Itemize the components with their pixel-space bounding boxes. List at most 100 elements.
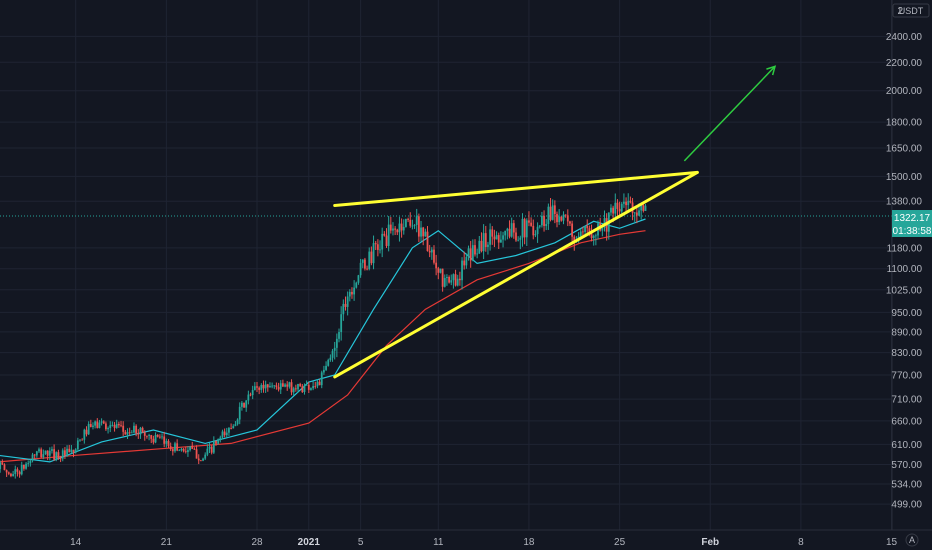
time-axis-ticks[interactable]: 14 21 28 2021 5 11 18 25 Feb 8 15 bbox=[70, 537, 897, 548]
candle-body bbox=[236, 419, 239, 425]
candle-body bbox=[31, 454, 34, 461]
candle-body bbox=[79, 439, 81, 441]
candle-body bbox=[135, 425, 138, 434]
candle-body bbox=[133, 425, 135, 433]
forecast-arrow-head[interactable] bbox=[766, 65, 777, 76]
candle-body bbox=[625, 201, 627, 206]
countdown-label: 01:38:58 bbox=[893, 226, 932, 237]
candle-body bbox=[497, 235, 500, 243]
candle-body bbox=[523, 218, 526, 238]
candle-body bbox=[538, 225, 541, 227]
candle-body bbox=[161, 436, 163, 438]
candle-body bbox=[273, 385, 276, 387]
candle-body bbox=[282, 383, 284, 387]
candle-body bbox=[586, 225, 589, 229]
candle-body bbox=[154, 434, 157, 443]
candle-body bbox=[143, 432, 146, 436]
candle-body bbox=[288, 382, 291, 387]
candle-body bbox=[383, 233, 386, 236]
candle-body bbox=[303, 385, 306, 393]
candle-body bbox=[616, 202, 619, 209]
candle-body bbox=[590, 232, 593, 238]
candle-body bbox=[167, 440, 170, 447]
y-tick-label: 830.00 bbox=[891, 348, 922, 359]
drawing-annotations[interactable] bbox=[333, 65, 777, 379]
candle-body bbox=[228, 428, 230, 433]
y-tick-label: 1380.00 bbox=[886, 197, 923, 208]
y-tick-label: 1650.00 bbox=[886, 143, 923, 154]
candle-body bbox=[59, 458, 62, 460]
candle-body bbox=[141, 427, 144, 433]
currency-unit-badge[interactable]: USDT bbox=[892, 3, 930, 18]
candle-body bbox=[491, 229, 494, 237]
candle-body bbox=[55, 452, 58, 460]
candle-body bbox=[148, 435, 150, 436]
candle-body bbox=[193, 448, 196, 450]
price-axis-background[interactable] bbox=[892, 0, 932, 530]
candle-body bbox=[266, 384, 269, 388]
candle-body bbox=[521, 218, 524, 238]
auto-scale-toggle[interactable]: A bbox=[905, 533, 919, 547]
candle-body bbox=[174, 443, 176, 452]
candle-body bbox=[351, 291, 353, 295]
candle-body bbox=[212, 441, 215, 453]
candle-body bbox=[199, 460, 202, 462]
candle-body bbox=[46, 450, 49, 456]
candle-body bbox=[204, 454, 207, 459]
candle-body bbox=[452, 274, 455, 281]
candle-body bbox=[433, 249, 435, 263]
candle-body bbox=[38, 449, 40, 452]
candle-body bbox=[137, 433, 140, 435]
y-tick-label: 1500.00 bbox=[886, 172, 923, 183]
last-price-badge: 1322.17 01:38:58 bbox=[892, 210, 932, 237]
candle-body bbox=[402, 226, 405, 231]
candle-body bbox=[543, 215, 545, 227]
y-tick-label: 770.00 bbox=[891, 370, 922, 381]
candle-body bbox=[357, 275, 360, 283]
candle-body bbox=[594, 235, 597, 237]
candle-body bbox=[573, 236, 576, 242]
candle-body bbox=[446, 276, 448, 278]
candle-body bbox=[195, 449, 198, 459]
candle-body bbox=[12, 474, 15, 477]
candle-body bbox=[202, 458, 204, 461]
candle-body bbox=[443, 277, 446, 287]
ma-slow-line bbox=[0, 230, 646, 463]
candle-body bbox=[413, 224, 416, 226]
x-tick-label: 11 bbox=[433, 537, 444, 548]
candle-body bbox=[448, 276, 450, 283]
candle-body bbox=[305, 384, 308, 386]
candle-body bbox=[560, 216, 563, 221]
candle-body bbox=[603, 218, 606, 228]
x-tick-label: 8 bbox=[798, 537, 804, 548]
candle-body bbox=[493, 236, 496, 240]
candle-body bbox=[635, 212, 638, 216]
candle-body bbox=[35, 451, 38, 456]
candle-body bbox=[355, 282, 358, 288]
candle-body bbox=[499, 239, 502, 243]
candle-body bbox=[23, 464, 25, 469]
candle-body bbox=[424, 231, 427, 237]
candle-body bbox=[430, 249, 433, 253]
lower-trendline[interactable] bbox=[333, 170, 699, 379]
y-tick-label: 1025.00 bbox=[886, 285, 923, 296]
candle-body bbox=[208, 446, 211, 449]
candle-body bbox=[640, 204, 643, 211]
candle-body bbox=[0, 462, 2, 469]
upper-trendline[interactable] bbox=[333, 170, 699, 208]
candle-body bbox=[463, 260, 466, 266]
candle-body bbox=[584, 225, 586, 232]
candle-body bbox=[249, 394, 252, 396]
candle-body bbox=[113, 424, 116, 428]
candle-body bbox=[376, 244, 379, 250]
candle-body bbox=[292, 388, 295, 393]
candle-body bbox=[409, 219, 412, 226]
x-tick-label: 15 bbox=[886, 537, 898, 548]
forecast-arrow-shaft[interactable] bbox=[683, 65, 776, 162]
candle-body bbox=[353, 287, 356, 295]
candle-body bbox=[385, 235, 388, 246]
candle-body bbox=[5, 470, 8, 473]
moving-average-slow bbox=[0, 230, 646, 463]
